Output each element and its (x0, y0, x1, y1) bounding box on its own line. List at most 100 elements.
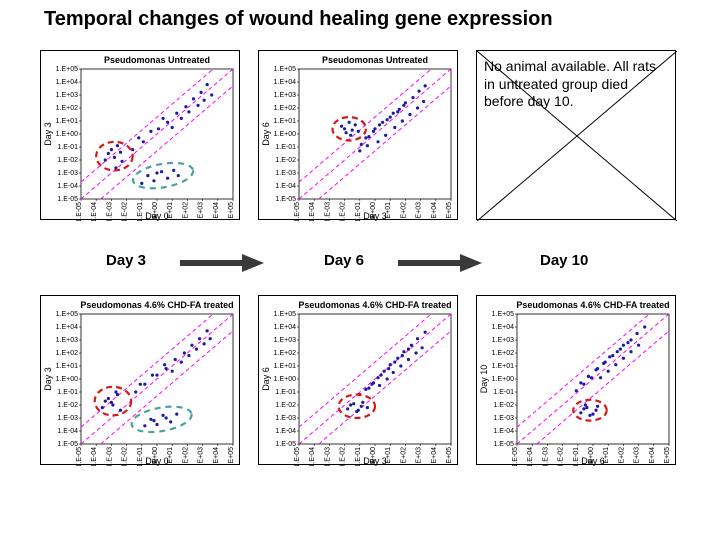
svg-text:1.E+03: 1.E+03 (274, 337, 296, 344)
svg-text:1.E+00: 1.E+00 (274, 376, 296, 383)
svg-text:Day 6: Day 6 (261, 122, 271, 146)
svg-text:1.E-04: 1.E-04 (493, 428, 514, 435)
svg-text:1.E+03: 1.E+03 (198, 447, 205, 466)
svg-text:1.E+04: 1.E+04 (492, 324, 514, 331)
svg-text:1.E+03: 1.E+03 (56, 92, 78, 99)
svg-text:1.E+02: 1.E+02 (618, 447, 625, 466)
arrow-icon (396, 251, 484, 275)
svg-text:1.E-05: 1.E-05 (512, 447, 519, 466)
svg-text:1.E+05: 1.E+05 (56, 66, 78, 73)
svg-text:1.E-03: 1.E-03 (106, 202, 113, 221)
svg-text:1.E+05: 1.E+05 (446, 202, 453, 221)
svg-text:1.E+01: 1.E+01 (274, 118, 296, 125)
svg-text:1.E+04: 1.E+04 (213, 202, 220, 221)
svg-text:1.E+03: 1.E+03 (56, 337, 78, 344)
svg-text:Pseudomonas 4.6% CHD-FA treate: Pseudomonas 4.6% CHD-FA treated (298, 300, 451, 310)
svg-text:1.E+02: 1.E+02 (56, 105, 78, 112)
svg-text:1.E-05: 1.E-05 (76, 202, 83, 221)
svg-text:1.E-02: 1.E-02 (275, 157, 296, 164)
svg-text:1.E-04: 1.E-04 (57, 428, 78, 435)
svg-text:1.E+04: 1.E+04 (56, 324, 78, 331)
svg-text:1.E-01: 1.E-01 (275, 144, 296, 151)
svg-text:1.E-05: 1.E-05 (294, 202, 301, 221)
svg-text:1.E-01: 1.E-01 (493, 389, 514, 396)
svg-text:1.E+01: 1.E+01 (56, 363, 78, 370)
page-title: Temporal changes of wound healing gene e… (44, 8, 553, 31)
svg-text:1.E-01: 1.E-01 (355, 202, 362, 221)
svg-text:1.E+02: 1.E+02 (182, 447, 189, 466)
svg-text:Day 10: Day 10 (479, 365, 489, 394)
svg-text:1.E+03: 1.E+03 (416, 447, 423, 466)
svg-text:Day 3: Day 3 (43, 122, 53, 146)
scatter-panel-untreated-day3: 1.E-05 1.E-04 1.E-03 1.E-02 1.E-01 1.E+00 1.E+… (40, 50, 240, 220)
svg-text:1.E+03: 1.E+03 (274, 92, 296, 99)
svg-text:1.E+01: 1.E+01 (274, 363, 296, 370)
svg-text:1.E-04: 1.E-04 (309, 202, 316, 221)
svg-text:1.E-01: 1.E-01 (573, 447, 580, 466)
svg-text:1.E-02: 1.E-02 (558, 447, 565, 466)
svg-text:1.E-04: 1.E-04 (527, 447, 534, 466)
svg-text:1.E+02: 1.E+02 (274, 350, 296, 357)
svg-text:1.E+00: 1.E+00 (56, 376, 78, 383)
svg-text:1.E-03: 1.E-03 (57, 415, 78, 422)
scatter-panel-untreated-day6: 1.E-051.E-041.E-031.E-021.E-011.E+001.E+… (258, 50, 458, 220)
svg-text:1.E-02: 1.E-02 (340, 447, 347, 466)
svg-text:1.E+02: 1.E+02 (400, 447, 407, 466)
svg-text:1.E+05: 1.E+05 (446, 447, 453, 466)
svg-text:Pseudomonas Untreated: Pseudomonas Untreated (322, 55, 428, 65)
svg-text:1.E-03: 1.E-03 (57, 170, 78, 177)
svg-text:1.E+05: 1.E+05 (492, 311, 514, 318)
svg-text:1.E+05: 1.E+05 (274, 66, 296, 73)
svg-text:Day 3: Day 3 (43, 367, 53, 391)
scatter-panel-treated-day10: 1.E-051.E-041.E-031.E-021.E-011.E+001.E+… (476, 295, 676, 465)
note-text: No animal available. All rats in untreat… (484, 58, 668, 111)
svg-text:1.E-02: 1.E-02 (275, 402, 296, 409)
svg-text:1.E+04: 1.E+04 (649, 447, 656, 466)
svg-text:1.E-01: 1.E-01 (275, 389, 296, 396)
svg-text:Day 3: Day 3 (363, 456, 387, 466)
day-3-label: Day 3 (106, 252, 146, 269)
svg-text:1.E+02: 1.E+02 (274, 105, 296, 112)
svg-text:1.E-04: 1.E-04 (275, 183, 296, 190)
day-6-label: Day 6 (324, 252, 364, 269)
svg-text:1.E-04: 1.E-04 (57, 183, 78, 190)
svg-text:1.E+03: 1.E+03 (492, 337, 514, 344)
svg-text:Pseudomonas Untreated: Pseudomonas Untreated (104, 55, 210, 65)
svg-text:1.E+02: 1.E+02 (56, 350, 78, 357)
svg-text:Day 0: Day 0 (145, 211, 169, 221)
svg-text:1.E-01: 1.E-01 (57, 389, 78, 396)
svg-text:1.E-05: 1.E-05 (76, 447, 83, 466)
svg-text:Day 3: Day 3 (363, 211, 387, 221)
svg-text:1.E+05: 1.E+05 (274, 311, 296, 318)
svg-text:1.E-02: 1.E-02 (57, 157, 78, 164)
svg-text:1.E-03: 1.E-03 (542, 447, 549, 466)
svg-text:1.E+00: 1.E+00 (56, 131, 78, 138)
svg-text:1.E+03: 1.E+03 (416, 202, 423, 221)
svg-text:1.E-05: 1.E-05 (275, 196, 296, 203)
svg-text:1.E+05: 1.E+05 (228, 447, 235, 466)
svg-text:1.E-05: 1.E-05 (493, 441, 514, 448)
svg-text:1.E-01: 1.E-01 (137, 202, 144, 221)
svg-text:1.E-03: 1.E-03 (275, 170, 296, 177)
svg-text:1.E+01: 1.E+01 (492, 363, 514, 370)
svg-text:1.E-05: 1.E-05 (294, 447, 301, 466)
scatter-panel-treated-day6: 1.E-051.E-041.E-031.E-021.E-011.E+001.E+… (258, 295, 458, 465)
svg-text:1.E+04: 1.E+04 (274, 324, 296, 331)
svg-text:1.E-04: 1.E-04 (91, 202, 98, 221)
svg-text:1.E+05: 1.E+05 (228, 202, 235, 221)
svg-text:1.E-02: 1.E-02 (57, 402, 78, 409)
svg-text:1.E-02: 1.E-02 (340, 202, 347, 221)
svg-text:1.E-01: 1.E-01 (137, 447, 144, 466)
svg-text:1.E-05: 1.E-05 (57, 441, 78, 448)
svg-text:1.E-05: 1.E-05 (57, 196, 78, 203)
svg-text:1.E-05: 1.E-05 (275, 441, 296, 448)
day-10-label: Day 10 (540, 252, 588, 269)
svg-text:1.E+04: 1.E+04 (56, 79, 78, 86)
svg-text:1.E+05: 1.E+05 (664, 447, 671, 466)
svg-text:1.E+03: 1.E+03 (198, 202, 205, 221)
arrow-icon (178, 251, 266, 275)
svg-text:1.E-04: 1.E-04 (91, 447, 98, 466)
svg-text:1.E-03: 1.E-03 (493, 415, 514, 422)
svg-text:1.E+02: 1.E+02 (182, 202, 189, 221)
svg-text:1.E-03: 1.E-03 (324, 202, 331, 221)
